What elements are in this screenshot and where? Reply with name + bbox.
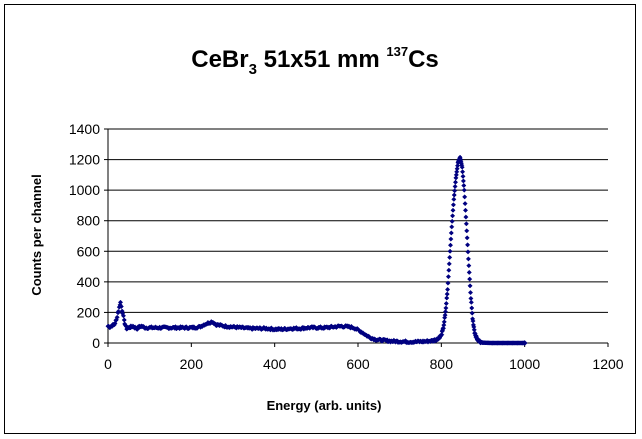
data-point <box>450 213 456 219</box>
x-tick-label-1200: 1200 <box>592 356 623 372</box>
x-tick-label-200: 200 <box>180 356 204 372</box>
data-point <box>465 256 471 262</box>
y-tick-label-1400: 1400 <box>69 121 100 137</box>
data-point <box>440 325 446 331</box>
data-point <box>464 228 470 234</box>
plot-area <box>108 129 608 343</box>
data-point <box>118 303 124 310</box>
data-point <box>442 309 449 315</box>
data-point <box>462 194 468 200</box>
data-point <box>114 314 120 320</box>
svg-text:CeBr3 51x51 mm 137Cs: CeBr3 51x51 mm 137Cs <box>191 44 439 78</box>
data-point <box>445 286 451 293</box>
data-point <box>451 196 457 202</box>
data-point <box>453 175 459 181</box>
grid-lines <box>108 128 608 313</box>
data-point <box>521 340 528 346</box>
data-point <box>447 254 453 260</box>
data-point <box>444 291 450 297</box>
data-point <box>466 269 472 275</box>
data-point <box>452 188 458 194</box>
data-point <box>469 310 475 316</box>
chart-svg: CeBr3 51x51 mm 137Cs 0 200 400 600 800 1000 12… <box>29 44 624 413</box>
x-tick-label-0: 0 <box>104 356 112 372</box>
data-point <box>462 207 469 213</box>
data-point <box>466 263 472 269</box>
data-point <box>443 300 449 307</box>
data-point <box>452 179 459 185</box>
data-point <box>445 274 451 280</box>
data-point <box>120 313 126 319</box>
data-point <box>467 290 474 296</box>
data-point <box>115 308 121 315</box>
chart-title-subscript: 3 <box>249 61 257 78</box>
y-tick-label-1200: 1200 <box>69 152 100 168</box>
chart-title-superscript: 137 <box>386 44 408 59</box>
chart-title-mid: 51x51 mm <box>257 46 386 73</box>
chart-title-tail: Cs <box>408 46 439 73</box>
data-point <box>465 242 471 248</box>
data-points <box>105 154 528 346</box>
data-point <box>461 187 467 193</box>
data-point <box>447 242 454 248</box>
data-point <box>445 280 451 286</box>
x-axis-label: Energy (arb. units) <box>267 398 382 413</box>
data-point <box>467 276 473 282</box>
data-point <box>463 221 469 227</box>
y-tick-label-0: 0 <box>92 335 100 351</box>
data-point <box>442 315 448 321</box>
y-tick-label-600: 600 <box>77 243 101 259</box>
data-point <box>463 214 469 220</box>
data-point <box>449 224 455 230</box>
x-axis-ticks: 0 200 400 600 800 1000 1200 <box>104 343 624 372</box>
data-point <box>461 183 467 189</box>
y-tick-label-1000: 1000 <box>69 182 100 198</box>
y-tick-label-800: 800 <box>77 213 101 229</box>
data-point <box>446 261 452 267</box>
data-point <box>117 299 124 305</box>
data-point <box>443 305 449 311</box>
data-point <box>462 201 468 207</box>
data-point <box>452 183 458 190</box>
data-point <box>450 202 456 208</box>
data-point <box>450 207 456 213</box>
data-point <box>465 249 471 255</box>
data-point <box>446 267 452 273</box>
data-point <box>449 218 455 224</box>
chart-title: CeBr3 51x51 mm 137Cs <box>191 44 439 78</box>
chart-title-main: CeBr <box>191 46 248 73</box>
data-point <box>451 192 457 198</box>
data-point <box>439 332 445 338</box>
x-tick-label-600: 600 <box>346 356 370 372</box>
data-point <box>447 248 453 254</box>
data-point <box>444 295 450 301</box>
x-tick-label-1000: 1000 <box>509 356 540 372</box>
plot-area-background <box>108 129 608 343</box>
data-point <box>448 236 454 242</box>
y-axis-label: Counts per channel <box>29 174 44 295</box>
data-point <box>460 178 466 184</box>
data-point <box>460 169 466 175</box>
y-tick-label-200: 200 <box>77 304 101 320</box>
chart-frame: CeBr3 51x51 mm 137Cs 0 200 400 600 800 1000 12… <box>4 4 636 434</box>
data-point <box>453 172 459 178</box>
x-tick-label-400: 400 <box>263 356 287 372</box>
data-point <box>460 173 466 179</box>
y-axis-ticks: 0 200 400 600 800 1000 1200 1400 <box>69 121 108 351</box>
data-point <box>448 230 454 236</box>
data-point <box>467 283 473 289</box>
data-point <box>464 235 470 241</box>
data-point <box>442 312 448 318</box>
data-point <box>455 163 461 169</box>
data-point <box>454 169 460 175</box>
data-point <box>454 166 460 172</box>
data-point <box>469 305 475 311</box>
data-point <box>459 164 465 170</box>
data-point <box>441 319 447 325</box>
y-tick-label-400: 400 <box>77 274 101 290</box>
data-point <box>441 322 447 328</box>
x-tick-label-800: 800 <box>430 356 454 372</box>
data-point <box>468 299 474 305</box>
